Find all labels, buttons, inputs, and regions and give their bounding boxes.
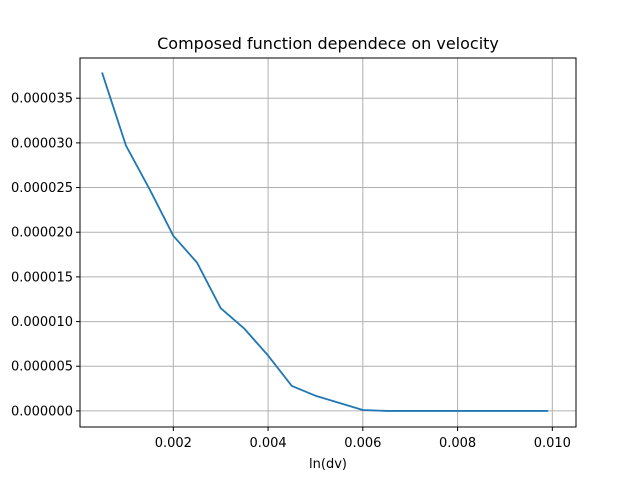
y-tick-label: 0.000030 xyxy=(11,136,73,151)
y-tick-label: 0.000005 xyxy=(11,360,73,375)
chart-title: Composed function dependece on velocity xyxy=(157,34,499,53)
y-tick-label: 0.000010 xyxy=(11,315,73,330)
series-layer xyxy=(101,72,549,412)
y-tick-label: 0.000035 xyxy=(11,92,73,107)
plot-area-frame xyxy=(79,57,577,428)
x-tick-label: 0.006 xyxy=(344,436,381,451)
y-tick-label: 0.000000 xyxy=(11,404,73,419)
x-axis: 0.002 0.004 0.006 0.008 0.010 xyxy=(155,427,571,451)
x-tick-label: 0.004 xyxy=(249,436,286,451)
y-tick-label: 0.000015 xyxy=(11,270,73,285)
y-tick-label: 0.000020 xyxy=(11,226,73,241)
x-tick-label: 0.008 xyxy=(439,436,476,451)
y-tick-label: 0.000025 xyxy=(11,181,73,196)
y-axis: 0.000000 0.000005 0.000010 0.000015 0.000020… xyxy=(11,92,80,419)
x-tick-label: 0.010 xyxy=(534,436,571,451)
grid xyxy=(80,58,576,427)
series-line-0 xyxy=(101,72,549,412)
x-tick-label: 0.002 xyxy=(155,436,192,451)
x-axis-label: ln(dv) xyxy=(309,457,347,472)
